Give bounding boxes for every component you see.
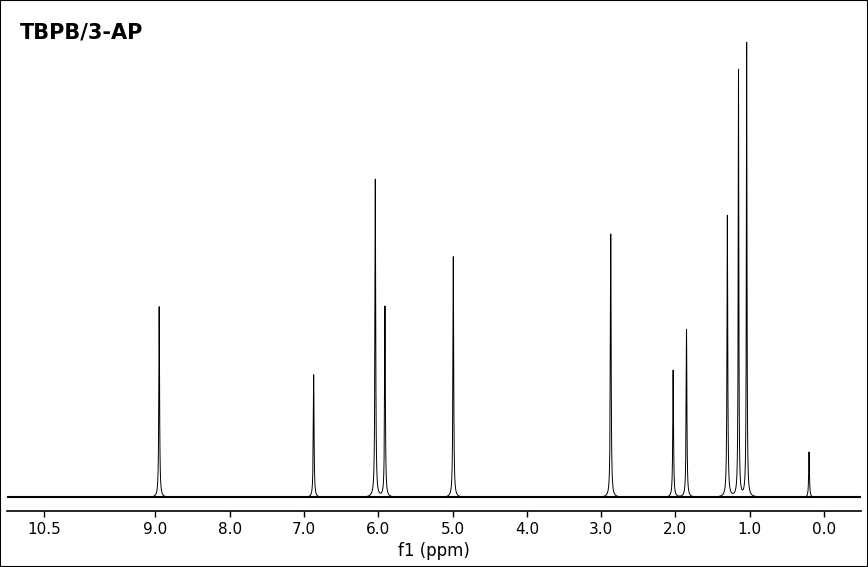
- Text: TBPB/3-AP: TBPB/3-AP: [20, 22, 143, 42]
- X-axis label: f1 (ppm): f1 (ppm): [398, 542, 470, 560]
